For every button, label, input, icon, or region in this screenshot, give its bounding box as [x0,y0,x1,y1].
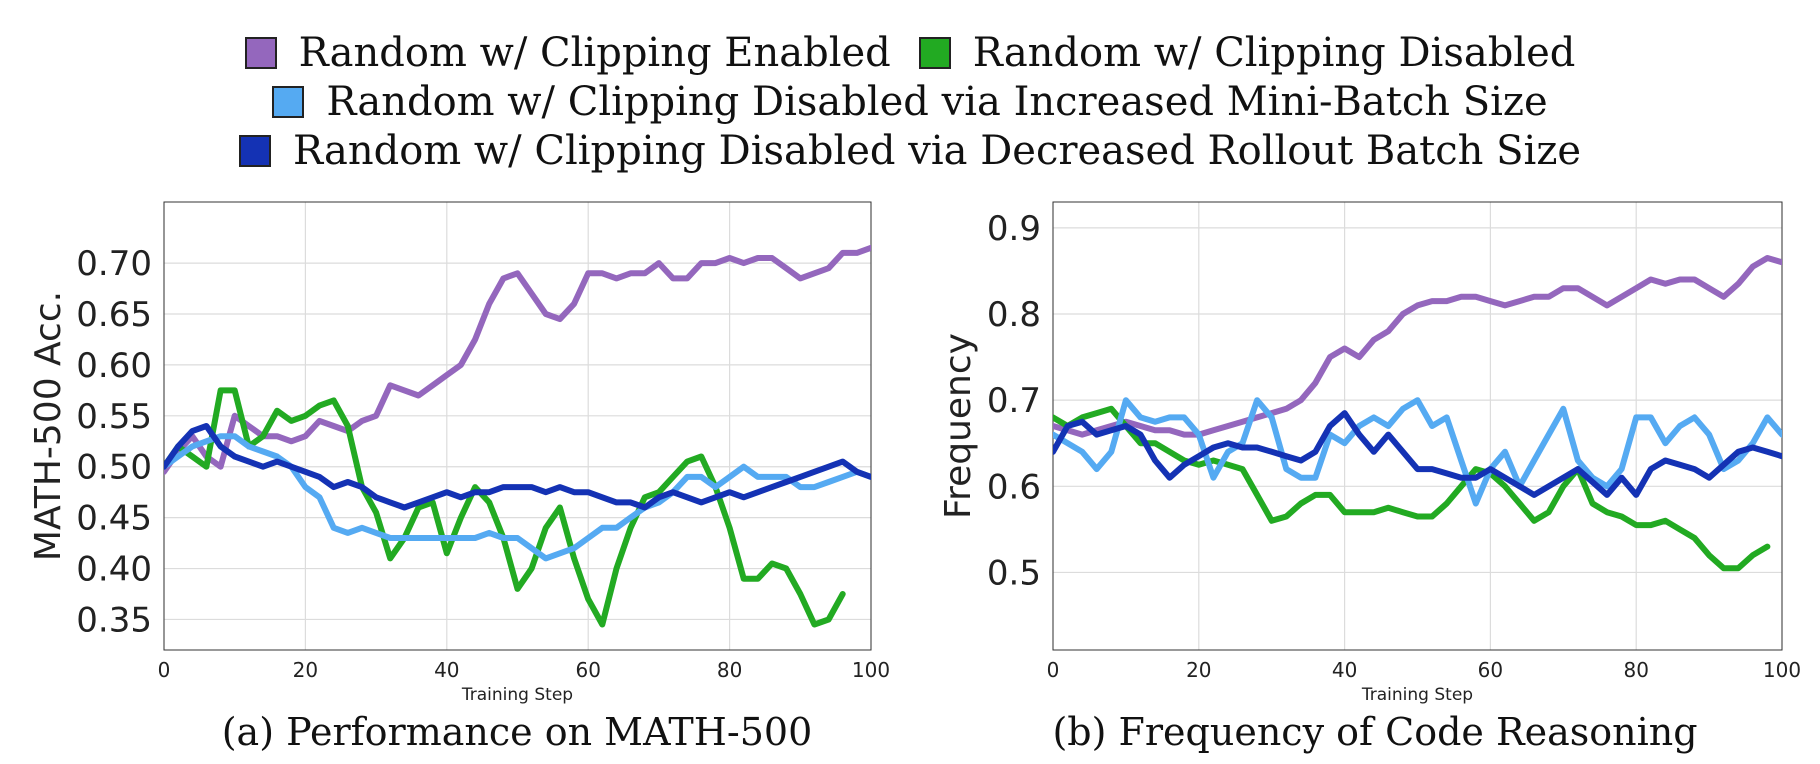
legend-entry-clipping-enabled: Random w/ Clipping Enabled [244,29,891,76]
legend-row-2: Random w/ Clipping Disabled via Increase… [258,77,1561,126]
y-tick-label: 0.65 [76,295,152,335]
series-line-decreased-rollout [1053,410,1782,498]
legend-entry-clipping-disabled: Random w/ Clipping Disabled [918,29,1576,76]
chart-b: 0 20 40 60 80 100 0.5 0.6 0.7 0.8 0.9 Training Step… [938,201,1801,705]
legend-entry-decreased-rollout: Random w/ Clipping Disabled via Decrease… [238,127,1582,174]
legend-entry-increased-minibatch: Random w/ Clipping Disabled via Increase… [272,78,1548,125]
caption-b: (b) Frequency of Code Reasoning [1052,710,1698,754]
series-raw-decreased-rollout [1053,411,1782,497]
x-tick-label: 80 [717,658,742,682]
legend-row-3: Random w/ Clipping Disabled via Decrease… [225,126,1595,175]
series-line-clipping-enabled [164,244,871,475]
series-line-increased-minibatch [1053,397,1782,507]
y-tick-label: 0.45 [76,499,152,539]
y-tick-label: 0.60 [76,346,152,386]
legend-label-clipping-enabled: Random w/ Clipping Enabled [298,29,891,76]
y-tick-label: 0.50 [76,448,152,488]
y-tick-label: 0.55 [76,397,152,437]
plot-frame [1052,201,1783,651]
series-line-clipping-disabled [164,387,846,628]
x-tick-label: 60 [575,658,600,682]
plot-frame [163,201,872,651]
y-tick-label: 0.7 [987,381,1041,421]
series-line-clipping-enabled [1053,255,1782,438]
x-tick-label: 20 [1186,658,1211,682]
x-axis-label: Training Step [1361,685,1473,705]
x-tick-label: 60 [1478,658,1503,682]
legend-label-decreased-rollout: Random w/ Clipping Disabled via Decrease… [292,127,1582,174]
x-tick-label: 0 [1047,658,1060,682]
y-axis-label: MATH-500 Acc. [28,291,69,561]
series-raw-increased-minibatch [1053,398,1782,506]
legend-label-clipping-disabled: Random w/ Clipping Disabled [972,29,1576,76]
legend-label-increased-minibatch: Random w/ Clipping Disabled via Increase… [326,78,1548,125]
legend-swatch-decreased-rollout [238,134,271,167]
x-axis-label: Training Step [461,685,573,705]
legend-swatch-clipping-enabled [244,36,277,69]
y-tick-label: 0.8 [987,295,1041,335]
y-tick-label: 0.40 [76,550,152,590]
x-tick-label: 40 [1332,658,1357,682]
series-line-decreased-rollout [164,423,871,511]
x-tick-label: 100 [852,658,890,682]
series-line-clipping-disabled [1053,405,1771,572]
y-tick-label: 0.70 [76,244,152,284]
x-tick-label: 0 [158,658,171,682]
y-tick-label: 0.9 [987,209,1041,249]
y-tick-label: 0.5 [987,553,1041,593]
x-tick-label: 80 [1623,658,1648,682]
chart-a: 0 20 40 60 80 100 0.35 0.40 0.45 0.50 0.55 0.60 0.65… [28,201,890,705]
legend-swatch-increased-minibatch [272,85,305,118]
y-tick-label: 0.6 [987,467,1041,507]
x-tick-label: 20 [293,658,318,682]
caption-a: (a) Performance on MATH-500 [221,710,813,754]
legend: Random w/ Clipping Enabled Random w/ Cli… [0,28,1820,175]
x-tick-label: 100 [1763,658,1801,682]
y-tick-label: 0.35 [76,600,152,640]
legend-row-1: Random w/ Clipping Enabled Random w/ Cli… [231,28,1590,77]
y-axis-label: Frequency [938,333,979,519]
series-line-increased-minibatch [164,433,871,562]
legend-swatch-clipping-disabled [918,36,951,69]
x-tick-label: 40 [434,658,459,682]
